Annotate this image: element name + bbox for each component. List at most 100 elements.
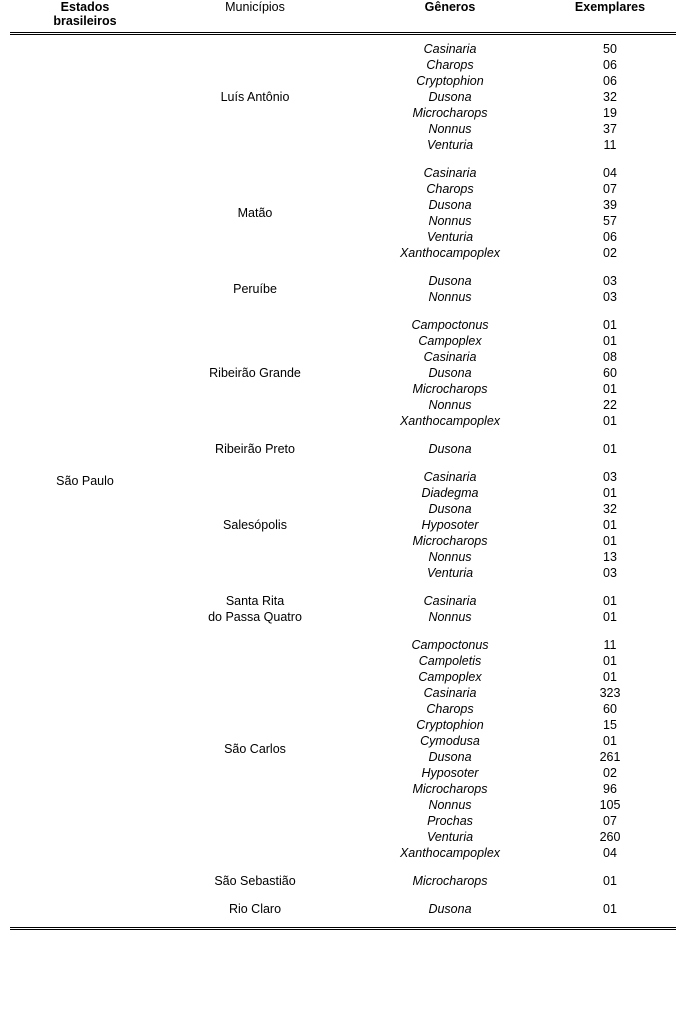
rows: Dusona01: [350, 901, 670, 917]
table-row: Venturia06: [350, 229, 670, 245]
genus-cell: Dusona: [350, 365, 550, 381]
table-row: Xanthocampoplex04: [350, 845, 670, 861]
municipio-line: Salesópolis: [160, 517, 350, 533]
genus-cell: Nonnus: [350, 213, 550, 229]
genus-cell: Dusona: [350, 749, 550, 765]
table-row: Xanthocampoplex02: [350, 245, 670, 261]
genus-cell: Dusona: [350, 273, 550, 289]
count-cell: 01: [550, 485, 670, 501]
genus-cell: Campoctonus: [350, 317, 550, 333]
count-cell: 57: [550, 213, 670, 229]
table-row: Dusona03: [350, 273, 670, 289]
table-row: Nonnus03: [350, 289, 670, 305]
municipio-label: Peruíbe: [160, 273, 350, 305]
count-cell: 02: [550, 765, 670, 781]
header-generos: Gêneros: [350, 0, 550, 28]
rows: Casinaria50Charops06Cryptophion06Dusona3…: [350, 41, 670, 153]
table-row: Microcharops01: [350, 381, 670, 397]
count-cell: 11: [550, 137, 670, 153]
table-row: Dusona32: [350, 89, 670, 105]
genus-cell: Cymodusa: [350, 733, 550, 749]
municipio-group: Ribeirão GrandeCampoctonus01Campoplex01C…: [10, 317, 676, 429]
header-estados-line2: brasileiros: [10, 14, 160, 28]
genus-cell: Dusona: [350, 441, 550, 457]
genus-cell: Xanthocampoplex: [350, 845, 550, 861]
count-cell: 03: [550, 289, 670, 305]
table-row: Casinaria323: [350, 685, 670, 701]
genus-cell: Casinaria: [350, 41, 550, 57]
municipio-group: PeruíbeDusona03Nonnus03: [10, 273, 676, 305]
table-row: Charops06: [350, 57, 670, 73]
count-cell: 01: [550, 441, 670, 457]
municipio-line: Luís Antônio: [160, 89, 350, 105]
table-row: Diadegma01: [350, 485, 670, 501]
municipio-label: São Sebastião: [160, 873, 350, 889]
genus-cell: Nonnus: [350, 549, 550, 565]
genus-cell: Casinaria: [350, 685, 550, 701]
genus-cell: Microcharops: [350, 873, 550, 889]
table-row: Microcharops96: [350, 781, 670, 797]
municipio-line: do Passa Quatro: [160, 609, 350, 625]
table-row: Campoletis01: [350, 653, 670, 669]
count-cell: 01: [550, 517, 670, 533]
count-cell: 19: [550, 105, 670, 121]
table-row: Nonnus57: [350, 213, 670, 229]
state-label: São Paulo: [10, 474, 160, 488]
rows: Casinaria03Diadegma01Dusona32Hyposoter01…: [350, 469, 670, 581]
genus-cell: Venturia: [350, 137, 550, 153]
municipio-line: Ribeirão Preto: [160, 441, 350, 457]
table-row: Venturia03: [350, 565, 670, 581]
table-row: Nonnus37: [350, 121, 670, 137]
table-row: Nonnus22: [350, 397, 670, 413]
genus-cell: Nonnus: [350, 397, 550, 413]
genus-cell: Campoletis: [350, 653, 550, 669]
count-cell: 02: [550, 245, 670, 261]
table-row: Dusona261: [350, 749, 670, 765]
genus-cell: Nonnus: [350, 609, 550, 625]
genus-cell: Cryptophion: [350, 717, 550, 733]
genus-cell: Venturia: [350, 829, 550, 845]
count-cell: 32: [550, 501, 670, 517]
table-row: Hyposoter02: [350, 765, 670, 781]
table-row: Hyposoter01: [350, 517, 670, 533]
municipio-group: São SebastiãoMicrocharops01: [10, 873, 676, 889]
municipio-group: Luís AntônioCasinaria50Charops06Cryptoph…: [10, 41, 676, 153]
municipio-label: Ribeirão Grande: [160, 317, 350, 429]
count-cell: 06: [550, 57, 670, 73]
count-cell: 261: [550, 749, 670, 765]
count-cell: 39: [550, 197, 670, 213]
table-row: Cymodusa01: [350, 733, 670, 749]
count-cell: 04: [550, 165, 670, 181]
municipio-group: São CarlosCampoctonus11Campoletis01Campo…: [10, 637, 676, 861]
count-cell: 06: [550, 229, 670, 245]
table-row: Dusona01: [350, 441, 670, 457]
table-row: Nonnus01: [350, 609, 670, 625]
table-row: Nonnus105: [350, 797, 670, 813]
count-cell: 32: [550, 89, 670, 105]
count-cell: 01: [550, 733, 670, 749]
rows: Campoctonus01Campoplex01Casinaria08Duson…: [350, 317, 670, 429]
count-cell: 01: [550, 317, 670, 333]
rows: Campoctonus11Campoletis01Campoplex01Casi…: [350, 637, 670, 861]
rows: Casinaria04Charops07Dusona39Nonnus57Vent…: [350, 165, 670, 261]
table-row: Charops07: [350, 181, 670, 197]
count-cell: 260: [550, 829, 670, 845]
table-row: Dusona60: [350, 365, 670, 381]
genus-cell: Dusona: [350, 89, 550, 105]
header-estados-line1: Estados: [10, 0, 160, 14]
genus-cell: Charops: [350, 57, 550, 73]
count-cell: 01: [550, 669, 670, 685]
municipio-line: Ribeirão Grande: [160, 365, 350, 381]
table-row: Casinaria03: [350, 469, 670, 485]
genus-cell: Campoplex: [350, 669, 550, 685]
municipio-label: Rio Claro: [160, 901, 350, 917]
header-estados: Estados brasileiros: [10, 0, 160, 28]
count-cell: 15: [550, 717, 670, 733]
table-row: Casinaria08: [350, 349, 670, 365]
count-cell: 60: [550, 701, 670, 717]
municipio-label: Ribeirão Preto: [160, 441, 350, 457]
genus-cell: Xanthocampoplex: [350, 413, 550, 429]
genus-cell: Charops: [350, 181, 550, 197]
count-cell: 01: [550, 413, 670, 429]
count-cell: 04: [550, 845, 670, 861]
